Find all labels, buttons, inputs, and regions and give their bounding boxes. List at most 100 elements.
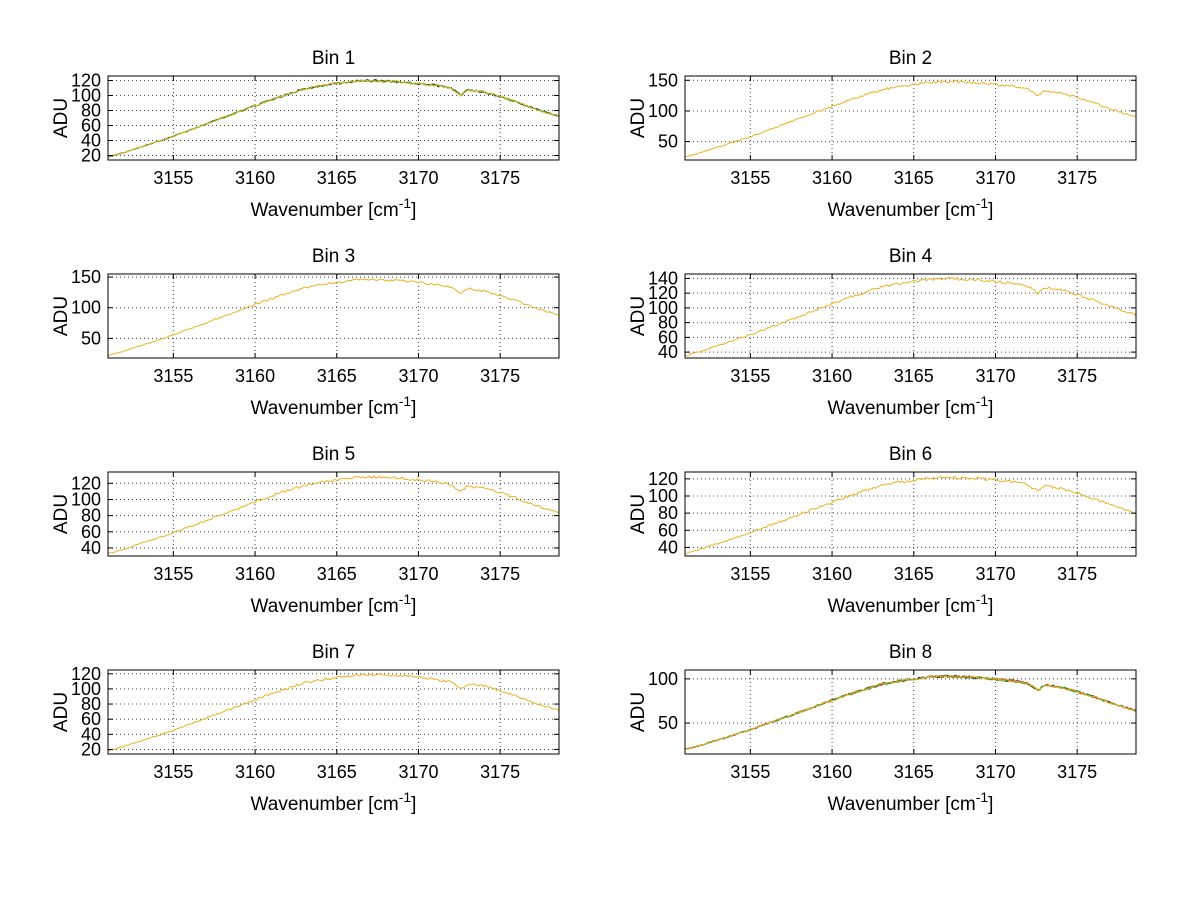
x-tick-label: 3170	[398, 168, 438, 188]
x-tick-label: 3160	[235, 168, 275, 188]
x-tick-label: 3155	[153, 762, 193, 782]
y-tick-label: 100	[648, 486, 678, 506]
subplot-bin-1: 3155 3160 3165 3170 3175 20 40 60 80 100 120 Bin 1 A…	[51, 46, 573, 246]
x-tick-label: 3170	[975, 762, 1015, 782]
subplot-bin-6: 3155 3160 3165 3170 3175 40 60 80 100 120 Bin 6 ADU…	[628, 442, 1150, 642]
y-tick-label: 120	[71, 71, 101, 91]
axes-box	[684, 273, 1137, 359]
series-trace-yellow	[108, 673, 559, 752]
axes-box	[107, 75, 560, 161]
series-trace-yellow	[685, 674, 1136, 751]
series-trace-green	[108, 79, 559, 158]
y-tick-label: 120	[648, 469, 678, 489]
y-tick-label: 60	[81, 522, 101, 542]
x-tick-label: 3175	[480, 564, 520, 584]
x-axis-label: Wavenumber [cm-1]	[828, 195, 994, 221]
y-tick-label: 40	[658, 537, 678, 557]
x-axis-label: Wavenumber [cm-1]	[251, 789, 417, 815]
y-tick-label: 40	[658, 342, 678, 362]
chart-title: Bin 1	[312, 48, 355, 69]
y-tick-label: 120	[71, 473, 101, 493]
x-tick-label: 3170	[975, 366, 1015, 386]
axes-box	[684, 471, 1137, 557]
series-trace-yellow	[685, 276, 1136, 357]
subplot-bin-3: 3155 3160 3165 3170 3175 50 100 150 Bin 3 ADU Wave…	[51, 244, 573, 444]
axes-box	[107, 471, 560, 557]
y-axis-label: ADU	[630, 692, 649, 732]
series-trace-yellow	[685, 80, 1136, 158]
x-tick-label: 3175	[480, 762, 520, 782]
y-tick-label: 40	[81, 131, 101, 151]
series-trace-green	[685, 674, 1136, 751]
x-tick-label: 3155	[730, 366, 770, 386]
x-tick-label: 3170	[398, 366, 438, 386]
x-tick-label: 3160	[235, 366, 275, 386]
x-axis-label: Wavenumber [cm-1]	[828, 789, 994, 815]
y-tick-label: 100	[71, 489, 101, 509]
x-tick-label: 3160	[812, 762, 852, 782]
x-tick-label: 3155	[153, 564, 193, 584]
x-tick-label: 3160	[235, 762, 275, 782]
y-tick-label: 50	[658, 713, 678, 733]
axes-box	[684, 669, 1137, 755]
y-tick-label: 60	[658, 520, 678, 540]
y-tick-label: 40	[81, 538, 101, 558]
x-tick-label: 3175	[480, 168, 520, 188]
x-tick-label: 3155	[153, 168, 193, 188]
y-tick-label: 80	[658, 313, 678, 333]
y-tick-label: 50	[658, 132, 678, 152]
x-tick-label: 3165	[894, 564, 934, 584]
x-tick-label: 3160	[812, 168, 852, 188]
series-trace-yellow	[685, 475, 1136, 555]
x-axis-label: Wavenumber [cm-1]	[828, 393, 994, 419]
x-tick-label: 3160	[812, 366, 852, 386]
chart-title: Bin 5	[312, 444, 355, 465]
x-axis-label: Wavenumber [cm-1]	[251, 195, 417, 221]
subplot-bin-5: 3155 3160 3165 3170 3175 40 60 80 100 120 Bin 5 ADU…	[51, 442, 573, 642]
series-trace-yellow	[108, 474, 559, 554]
x-tick-label: 3165	[317, 168, 357, 188]
y-tick-label: 20	[81, 739, 101, 759]
x-tick-label: 3175	[1057, 564, 1097, 584]
y-tick-label: 40	[81, 724, 101, 744]
y-tick-label: 60	[81, 709, 101, 729]
x-tick-label: 3165	[894, 762, 934, 782]
series-trace-dark	[685, 674, 1136, 751]
y-axis-label: ADU	[53, 494, 72, 534]
chart-bin-2: 3155 3160 3165 3170 3175 50 100 150 Bin 2 ADU Wave…	[628, 48, 1137, 221]
chart-title: Bin 3	[312, 246, 355, 267]
y-tick-label: 80	[81, 506, 101, 526]
x-tick-label: 3165	[894, 366, 934, 386]
x-axis-label: Wavenumber [cm-1]	[251, 393, 417, 419]
y-tick-label: 120	[71, 664, 101, 684]
x-tick-label: 3175	[1057, 366, 1097, 386]
y-tick-label: 60	[658, 327, 678, 347]
chart-title: Bin 6	[889, 444, 932, 465]
y-axis-label: ADU	[53, 98, 72, 138]
subplot-bin-2: 3155 3160 3165 3170 3175 50 100 150 Bin 2 ADU Wave…	[628, 46, 1150, 246]
y-tick-label: 60	[81, 116, 101, 136]
x-tick-label: 3170	[975, 168, 1015, 188]
x-tick-label: 3155	[730, 762, 770, 782]
x-tick-label: 3165	[894, 168, 934, 188]
y-tick-label: 80	[81, 694, 101, 714]
subplot-bin-7: 3155 3160 3165 3170 3175 20 40 60 80 100 120 Bin 7 A…	[51, 640, 573, 840]
x-tick-label: 3175	[480, 366, 520, 386]
y-tick-label: 120	[648, 283, 678, 303]
y-axis-label: ADU	[53, 296, 72, 336]
y-axis-label: ADU	[53, 692, 72, 732]
x-tick-label: 3170	[398, 762, 438, 782]
axes-box	[107, 273, 560, 359]
y-tick-label: 100	[71, 679, 101, 699]
x-tick-label: 3155	[153, 366, 193, 386]
x-tick-label: 3165	[317, 564, 357, 584]
y-tick-label: 50	[81, 328, 101, 348]
y-tick-label: 140	[648, 268, 678, 288]
x-tick-label: 3165	[317, 762, 357, 782]
y-tick-label: 150	[648, 70, 678, 90]
series-trace-red	[685, 674, 1136, 751]
